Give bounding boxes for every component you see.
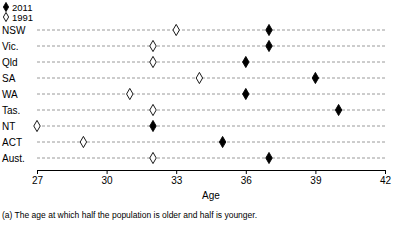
y-tick: NSW [2,25,26,36]
grid [37,30,385,158]
dot [196,72,202,83]
dot [219,136,225,147]
dot [150,104,156,115]
y-tick-label: Aust. [2,153,25,164]
dot [150,120,156,131]
x-tick-mark [385,170,386,174]
x-tick-label: 36 [241,175,253,186]
grid-line [37,46,385,47]
y-tick-label: ACT [2,137,22,148]
dot [150,40,156,51]
grid-line [37,110,385,111]
y-tick-label: SA [2,73,16,84]
x-tick-mark [107,170,108,174]
dot [150,152,156,163]
y-tick: SA [2,73,16,84]
series-1 [34,24,203,163]
x-tick-label: 42 [380,175,392,186]
x-tick-label: 27 [32,175,44,186]
y-axis: NSW Vic. Qld SA WA Tas. NT ACT Aust. [2,25,26,164]
y-tick-label: NT [2,121,15,132]
x-tick: 36 [241,170,253,186]
dot [312,72,318,83]
y-tick: ACT [2,137,22,148]
legend: 20111991 [3,2,33,23]
x-tick-label: 33 [171,175,183,186]
marks [34,24,342,163]
x-tick-mark [176,170,177,174]
y-tick: Tas. [2,105,20,116]
legend-symbol [3,12,8,21]
y-tick-label: Vic. [2,41,19,52]
grid-line [37,94,385,95]
x-tick-label: 39 [310,175,322,186]
grid-line [37,158,385,159]
x-tick: 30 [102,170,114,186]
chart: NSW Vic. Qld SA WA Tas. NT ACT Aust. 27 30 33 36 39 42… [0,0,397,227]
x-tick-mark [246,170,247,174]
x-tick: 39 [310,170,322,186]
y-tick: WA [2,89,18,100]
y-tick-label: NSW [2,25,26,36]
grid-line [37,142,385,143]
grid-line [37,126,385,127]
y-tick: NT [2,121,15,132]
dot [266,152,272,163]
grid-line [37,62,385,63]
y-tick-label: Qld [2,57,18,68]
dot [173,24,179,35]
grid-line [37,30,385,31]
series-0 [150,24,342,163]
x-tick-label: 30 [102,175,114,186]
dot [80,136,86,147]
x-axis: 27 30 33 36 39 42 [32,170,392,186]
x-tick-mark [315,170,316,174]
y-tick: Vic. [2,41,19,52]
x-tick: 27 [32,170,44,186]
dot [266,40,272,51]
x-axis-title: Age [202,190,220,201]
x-tick: 42 [380,170,392,186]
x-tick: 33 [171,170,183,186]
dot [243,88,249,99]
footnote: (a) The age at which half the population… [2,210,257,220]
dot [34,120,40,131]
x-tick-mark [37,170,38,174]
dot [266,24,272,35]
y-tick: Qld [2,57,18,68]
y-tick: Aust. [2,153,25,164]
dot [243,56,249,67]
legend-label: 1991 [12,12,33,23]
grid-line [37,78,385,79]
dot [127,88,133,99]
legend-symbol [3,2,8,11]
x-axis-line [38,171,386,175]
y-tick-label: WA [2,89,18,100]
dot [335,104,341,115]
y-tick-label: Tas. [2,105,20,116]
dot [150,56,156,67]
